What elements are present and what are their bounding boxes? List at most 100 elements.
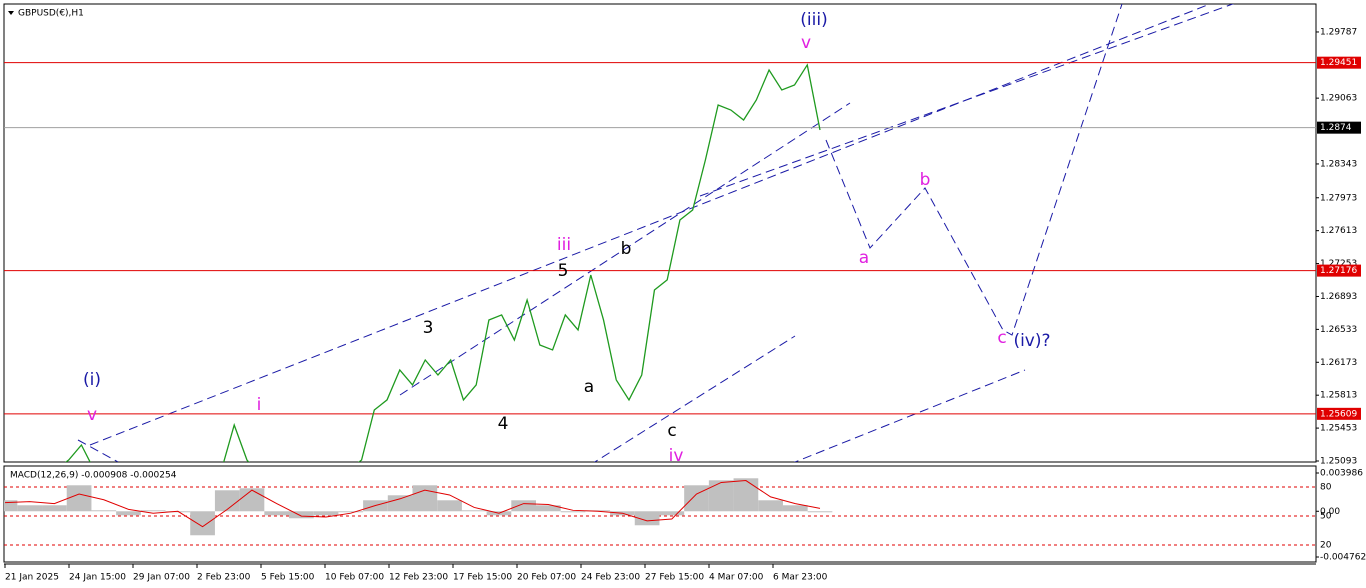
y-tick-label: 1.25453: [1320, 424, 1357, 434]
level-label: 1.2874: [1320, 123, 1352, 133]
level-box: [1317, 264, 1361, 277]
x-tick-label: 12 Feb 23:00: [389, 573, 448, 583]
wave-label: b: [920, 170, 931, 190]
macd-bar: [214, 490, 240, 512]
chart-title: GBPUSD(€),H1: [18, 9, 84, 19]
macd-bar: [659, 511, 685, 516]
macd-bar: [782, 505, 808, 512]
trendline: [89, 4, 1211, 446]
macd-bar: [264, 511, 290, 516]
wave-label: 3: [423, 318, 434, 338]
price-plot: [4, 62, 1316, 462]
wave-label: c: [667, 421, 676, 441]
macd-bar: [708, 480, 734, 512]
y-tick-label: 1.27613: [1320, 226, 1357, 236]
wave-label: i: [257, 395, 262, 415]
macd-frame: [3, 465, 1317, 563]
macd-bar: [4, 500, 18, 512]
x-tick-label: 21 Jan 2025: [5, 573, 59, 583]
y-tick-label: -0.004762: [1320, 552, 1366, 562]
macd-bar: [412, 485, 438, 512]
macd-bar: [91, 510, 117, 512]
y-tick-label: 1.27973: [1320, 193, 1357, 203]
y-tick-label: 1.27253: [1320, 259, 1357, 269]
y-tick-label: 0.00: [1320, 507, 1340, 517]
y2-tick-label: 80: [1320, 482, 1332, 492]
macd-bar: [17, 505, 43, 512]
y-tick-label: 1.26533: [1320, 325, 1357, 335]
macd-bar: [511, 500, 536, 512]
macd-bar: [387, 495, 413, 512]
y-tick-label: 1.25093: [1320, 456, 1357, 466]
wave-label: 4: [498, 414, 509, 434]
main-frame: [3, 3, 1317, 463]
y2-tick-label: 20: [1320, 540, 1332, 550]
macd-bar: [289, 511, 314, 519]
level-label: 1.25609: [1320, 409, 1357, 419]
projection-path: [825, 4, 1123, 336]
level-box: [1317, 121, 1361, 134]
wave-label: iii: [557, 235, 571, 255]
y-tick-label: 1.29063: [1320, 94, 1357, 104]
macd-bar: [733, 478, 759, 512]
wave-label: a: [859, 248, 869, 268]
macd-bar: [684, 485, 709, 512]
macd-bar: [338, 511, 364, 513]
x-tick-label: 10 Feb 07:00: [325, 573, 384, 583]
x-tick-label: 5 Feb 15:00: [261, 573, 315, 583]
y-tick-label: 1.28343: [1320, 159, 1357, 169]
macd-bar: [239, 488, 265, 512]
level-label: 1.29451: [1320, 58, 1357, 68]
trendline: [593, 335, 796, 462]
macd-bar: [313, 511, 339, 516]
macd-bar: [190, 511, 215, 536]
wave-label: b: [621, 239, 632, 259]
trendline: [793, 369, 1026, 462]
y2-tick-label: 50: [1320, 511, 1332, 521]
macd-plot: [4, 478, 1316, 546]
y-tick-label: 1.25813: [1320, 391, 1357, 401]
macd-bar: [807, 511, 833, 513]
trendline: [699, 4, 1235, 197]
wave-label: (iii): [800, 10, 827, 30]
price-line: [65, 63, 821, 462]
macd-bar: [116, 511, 141, 516]
wave-label: c: [997, 328, 1006, 348]
signal-line: [4, 480, 821, 528]
wave-label: iv: [669, 446, 684, 466]
macd-bar: [66, 485, 92, 512]
wave-label: v: [801, 33, 811, 53]
level-box: [1317, 407, 1361, 420]
x-tick-label: 24 Feb 23:00: [581, 573, 640, 583]
x-tick-label: 2 Feb 23:00: [197, 573, 251, 583]
y-tick-label: 1.26173: [1320, 358, 1357, 368]
trendline: [77, 439, 119, 462]
macd-bar: [634, 511, 660, 526]
macd-bar: [535, 505, 561, 512]
wave-label: a: [584, 377, 594, 397]
wave-label: (iv)?: [1013, 331, 1050, 351]
y-tick-label: 1.29787: [1320, 27, 1357, 37]
macd-title: MACD(12,26,9) -0.000908 -0.000254: [10, 471, 177, 481]
macd-bar: [42, 505, 67, 512]
x-tick-label: 4 Mar 07:00: [709, 573, 764, 583]
level-label: 1.27176: [1320, 266, 1357, 276]
macd-bar: [560, 511, 586, 513]
trendline: [399, 102, 851, 396]
x-tick-label: 27 Feb 15:00: [645, 573, 704, 583]
x-tick-label: 20 Feb 07:00: [517, 573, 576, 583]
menu-arrow: [8, 11, 14, 15]
wave-label: (i): [83, 370, 101, 390]
y-tick-label: 0.003986: [1320, 468, 1363, 478]
macd-bar: [437, 500, 462, 512]
wave-label: v: [87, 405, 97, 425]
x-tick-label: 17 Feb 15:00: [453, 573, 512, 583]
level-box: [1317, 56, 1361, 69]
wave-label: 5: [558, 261, 569, 281]
trendlines: [77, 4, 1235, 462]
x-tick-label: 24 Jan 15:00: [69, 573, 126, 583]
x-tick-label: 6 Mar 23:00: [773, 573, 828, 583]
x-tick-label: 29 Jan 07:00: [133, 573, 190, 583]
macd-bar: [461, 510, 487, 512]
macd-bar: [140, 510, 166, 512]
